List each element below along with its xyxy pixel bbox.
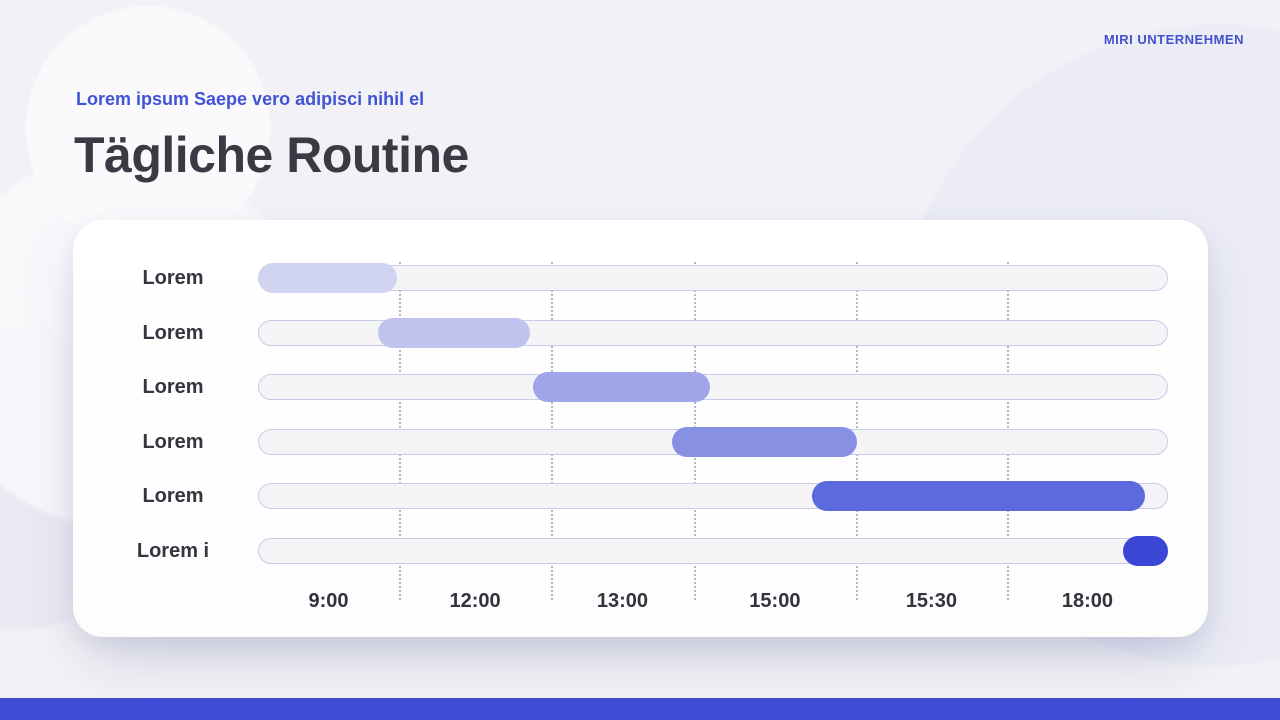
row-label: Lorem [142,430,204,453]
task-bar [672,426,857,457]
x-axis-tick: 13:00 [596,590,649,612]
row-label: Lorem [142,485,204,507]
task-track [258,317,1168,348]
gantt-chart-card: Lorem Lorem Lorem Lorem Lorem Lorem i 9:00 12:0… [73,220,1208,637]
x-axis-tick: 9:00 [308,590,349,612]
slide-subtitle: Lorem ipsum Saepe vero adipisci nihil el [76,89,425,109]
task-track [258,372,1168,402]
page-title: Tägliche Routine [74,127,469,183]
row-label: Lorem i [136,539,210,562]
task-track [258,535,1168,566]
task-track [258,426,1168,457]
brand-text: MIRI UNTERNEHMEN [1103,32,1244,47]
gantt-plot: Lorem Lorem Lorem Lorem Lorem Lorem i 9:00 12:0… [73,220,1208,637]
task-bar [1123,535,1168,566]
task-bar [812,481,1146,511]
x-axis-tick: 18:00 [1061,590,1114,612]
x-axis-tick: 15:30 [905,590,957,612]
task-bar [532,372,711,402]
footer-bar [0,698,1280,720]
x-axis-tick: 12:00 [449,590,501,612]
x-axis-tick: 15:00 [749,590,801,612]
task-track [258,481,1168,511]
task-bar [378,317,531,348]
task-bar [258,263,398,293]
task-track [258,263,1168,293]
row-label: Lorem [142,267,204,289]
row-label: Lorem [142,376,204,398]
row-label: Lorem [142,321,204,344]
